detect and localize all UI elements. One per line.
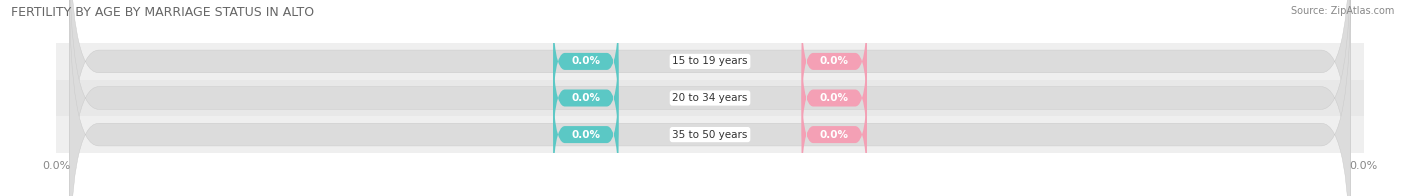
Text: 15 to 19 years: 15 to 19 years xyxy=(672,56,748,66)
FancyBboxPatch shape xyxy=(553,77,619,192)
FancyBboxPatch shape xyxy=(69,0,1351,196)
Text: 0.0%: 0.0% xyxy=(571,56,600,66)
Text: 35 to 50 years: 35 to 50 years xyxy=(672,130,748,140)
Text: FERTILITY BY AGE BY MARRIAGE STATUS IN ALTO: FERTILITY BY AGE BY MARRIAGE STATUS IN A… xyxy=(11,6,315,19)
Text: 0.0%: 0.0% xyxy=(571,130,600,140)
Text: 0.0%: 0.0% xyxy=(820,93,849,103)
Text: Source: ZipAtlas.com: Source: ZipAtlas.com xyxy=(1291,6,1395,16)
Text: 0.0%: 0.0% xyxy=(571,93,600,103)
Text: 20 to 34 years: 20 to 34 years xyxy=(672,93,748,103)
FancyBboxPatch shape xyxy=(69,0,1351,196)
Text: 0.0%: 0.0% xyxy=(820,130,849,140)
FancyBboxPatch shape xyxy=(801,4,868,119)
FancyBboxPatch shape xyxy=(801,41,868,155)
FancyBboxPatch shape xyxy=(553,41,619,155)
Bar xyxy=(56,43,1364,80)
Text: 0.0%: 0.0% xyxy=(820,56,849,66)
Bar xyxy=(56,80,1364,116)
Bar xyxy=(56,116,1364,153)
FancyBboxPatch shape xyxy=(553,4,619,119)
FancyBboxPatch shape xyxy=(69,0,1351,196)
FancyBboxPatch shape xyxy=(801,77,868,192)
